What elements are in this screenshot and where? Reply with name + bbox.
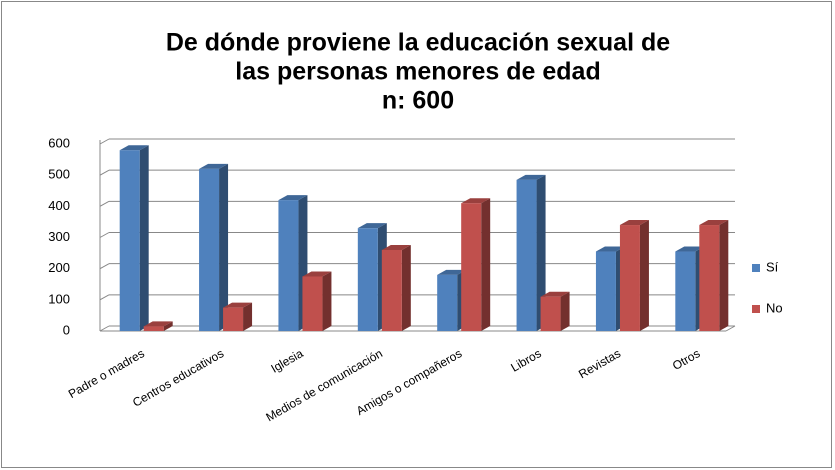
bar — [461, 203, 482, 331]
bar-top — [540, 291, 570, 297]
bar-side — [243, 302, 253, 331]
bar-side — [719, 220, 729, 331]
bar-top — [516, 174, 546, 180]
bar-side — [139, 145, 149, 331]
bar — [143, 326, 164, 331]
legend-label: No — [766, 300, 783, 315]
bar — [437, 274, 458, 331]
y-tick-label: 600 — [48, 135, 70, 150]
bar-top — [595, 246, 625, 252]
bar-top — [357, 223, 387, 229]
legend-swatch — [752, 264, 760, 272]
chart-title: las personas menores de edad — [235, 58, 600, 86]
bar — [278, 200, 299, 331]
bar — [119, 150, 140, 331]
grid-line-depth — [99, 138, 110, 145]
bar-top — [675, 246, 705, 252]
bar — [199, 168, 220, 331]
bar — [381, 249, 402, 331]
bar-top — [619, 220, 649, 226]
grid-line-depth — [99, 294, 110, 301]
legend-swatch — [752, 305, 760, 313]
bar-top — [199, 163, 229, 169]
y-tick-label: 200 — [48, 260, 70, 275]
bar-top — [437, 269, 467, 275]
bar-top — [278, 195, 308, 201]
bar — [357, 228, 378, 331]
x-axis-depth — [725, 325, 736, 332]
bar-side — [401, 244, 411, 331]
bar — [699, 225, 720, 331]
chart-title: De dónde proviene la educación sexual de — [166, 29, 670, 57]
bar-side — [481, 198, 491, 331]
bar — [223, 307, 244, 331]
y-tick-label: 300 — [48, 229, 70, 244]
grid-line-depth — [99, 232, 110, 238]
bar-top — [302, 271, 332, 277]
bar-top — [699, 220, 729, 226]
bar-side — [560, 291, 570, 331]
grid-line-depth — [99, 263, 110, 270]
bar — [595, 251, 616, 331]
y-tick-label: 500 — [48, 167, 70, 182]
bar-top — [143, 321, 173, 327]
bar-top — [119, 145, 149, 151]
bar-top — [461, 198, 491, 204]
y-tick-label: 100 — [48, 291, 70, 306]
bar-side — [219, 163, 229, 331]
bar — [302, 276, 323, 331]
bar-side — [536, 174, 546, 331]
bar — [619, 225, 640, 331]
chart-subtitle: n: 600 — [382, 87, 454, 115]
grid-line-depth — [99, 325, 110, 332]
bar — [675, 251, 696, 331]
bar-side — [639, 220, 649, 331]
bar — [540, 296, 561, 331]
grid-line-depth — [99, 200, 110, 207]
y-tick-label: 400 — [48, 198, 70, 213]
bar — [516, 179, 537, 331]
grid-line-depth — [99, 169, 110, 176]
bar-side — [163, 321, 173, 331]
bar-top — [381, 244, 411, 250]
bar-side — [322, 271, 332, 331]
legend-label: Sí — [766, 259, 779, 274]
y-tick-label: 0 — [63, 322, 70, 337]
bar-top — [223, 302, 253, 308]
